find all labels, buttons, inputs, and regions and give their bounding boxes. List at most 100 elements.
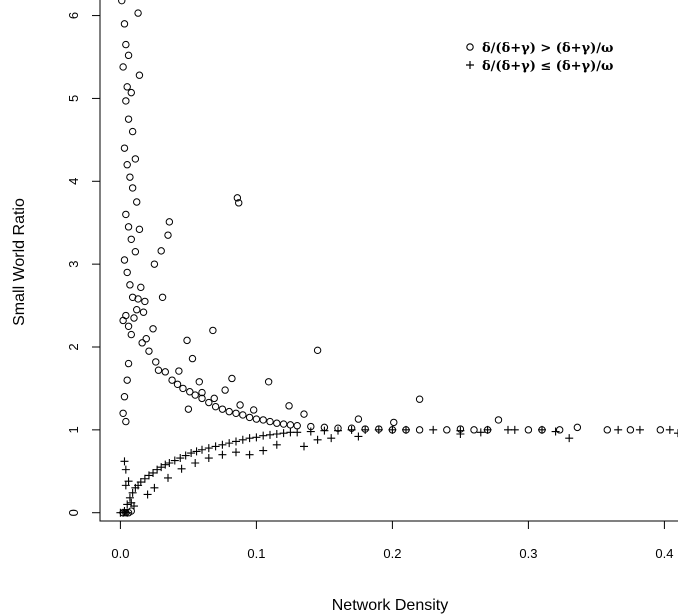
point-plus (176, 454, 185, 463)
point-circle (142, 335, 150, 343)
y-axis: 0 1 2 3 4 5 6 (66, 12, 100, 516)
point-circle (168, 376, 176, 384)
point-circle (135, 71, 144, 79)
point-circle (239, 411, 247, 419)
point-circle (122, 97, 130, 105)
plot-frame (99, 0, 678, 522)
point-circle (524, 426, 533, 434)
point-circle (122, 40, 130, 49)
y-tick-label: 0 (66, 509, 81, 516)
point-circle (300, 410, 308, 418)
point-circle (135, 225, 144, 234)
point-circle (266, 417, 274, 426)
point-plus (130, 502, 138, 511)
point-circle (157, 247, 165, 255)
point-plus (245, 434, 254, 443)
point-circle (138, 339, 146, 347)
point-plus (538, 425, 546, 434)
point-circle (293, 422, 301, 430)
point-circle (149, 325, 157, 333)
point-circle (279, 420, 288, 428)
legend-label-2: δ/(δ+γ) ≤ (δ+γ)/ω (482, 59, 613, 74)
point-plus (123, 508, 132, 517)
point-plus (272, 430, 281, 438)
point-circle (141, 297, 149, 306)
point-plus (225, 439, 234, 448)
point-circle (285, 402, 293, 410)
point-plus (232, 437, 240, 446)
point-plus (218, 440, 227, 449)
point-plus (476, 428, 485, 437)
point-plus (150, 483, 159, 492)
x-tick-label: 0.3 (519, 546, 537, 561)
point-circle (236, 401, 244, 409)
legend: δ/(δ+γ) > (δ+γ)/ω δ/(δ+γ) ≤ (δ+γ)/ω (466, 41, 613, 74)
point-circle (127, 235, 135, 243)
point-plus (140, 474, 149, 483)
point-circle (233, 194, 242, 202)
point-plus (510, 425, 519, 434)
point-plus (161, 460, 170, 469)
x-tick-label: 0.2 (383, 546, 401, 561)
point-circle (133, 306, 141, 314)
point-plus (177, 464, 186, 473)
point-plus (125, 493, 134, 502)
point-circle (145, 347, 153, 355)
point-plus (374, 425, 383, 434)
x-axis: 0.0 0.1 0.2 0.3 0.4 (111, 521, 673, 561)
point-circle (133, 198, 141, 206)
point-circle (118, 0, 126, 5)
point-circle (188, 354, 197, 363)
point-circle (209, 326, 217, 335)
point-circle (139, 308, 148, 316)
point-circle (165, 218, 174, 226)
point-plus (402, 425, 410, 434)
point-plus (181, 451, 190, 460)
point-circle (198, 394, 206, 403)
point-plus (272, 440, 281, 449)
point-plus (204, 454, 213, 463)
point-plus (354, 432, 363, 441)
y-tick-label: 6 (66, 12, 81, 19)
point-circle (249, 406, 258, 414)
point-plus (218, 450, 227, 459)
point-circle (161, 368, 169, 376)
point-plus (551, 427, 560, 436)
point-circle (626, 426, 635, 434)
y-tick-label: 4 (66, 178, 81, 185)
x-tick-label: 0.0 (111, 546, 129, 561)
point-plus (211, 442, 220, 451)
point-circle (126, 173, 134, 181)
point-plus (157, 463, 166, 472)
point-circle (128, 184, 137, 192)
point-plus (165, 459, 174, 467)
point-plus (483, 425, 492, 434)
point-plus (123, 500, 132, 509)
point-plus (361, 425, 370, 434)
point-plus (259, 446, 268, 455)
point-circle (573, 423, 582, 432)
point-plus (121, 465, 130, 474)
point-circle (119, 409, 127, 417)
point-circle (130, 314, 138, 322)
point-plus (153, 465, 162, 474)
y-tick-label: 3 (66, 261, 81, 268)
point-plus (334, 426, 342, 435)
point-circle (124, 359, 133, 368)
point-plus (245, 450, 254, 459)
point-circle (124, 322, 133, 330)
x-axis-title: Network Density (332, 597, 448, 614)
point-circle (119, 63, 127, 71)
point-circle (119, 316, 127, 325)
point-plus (252, 433, 261, 442)
point-circle (191, 391, 199, 399)
point-plus (614, 425, 623, 434)
point-plus (279, 429, 288, 438)
point-circle (179, 384, 187, 393)
point-circle (354, 415, 363, 423)
point-plus (144, 471, 153, 480)
point-circle (443, 426, 451, 434)
point-circle (252, 415, 261, 423)
point-circle (134, 9, 142, 17)
point-plus (306, 427, 315, 436)
